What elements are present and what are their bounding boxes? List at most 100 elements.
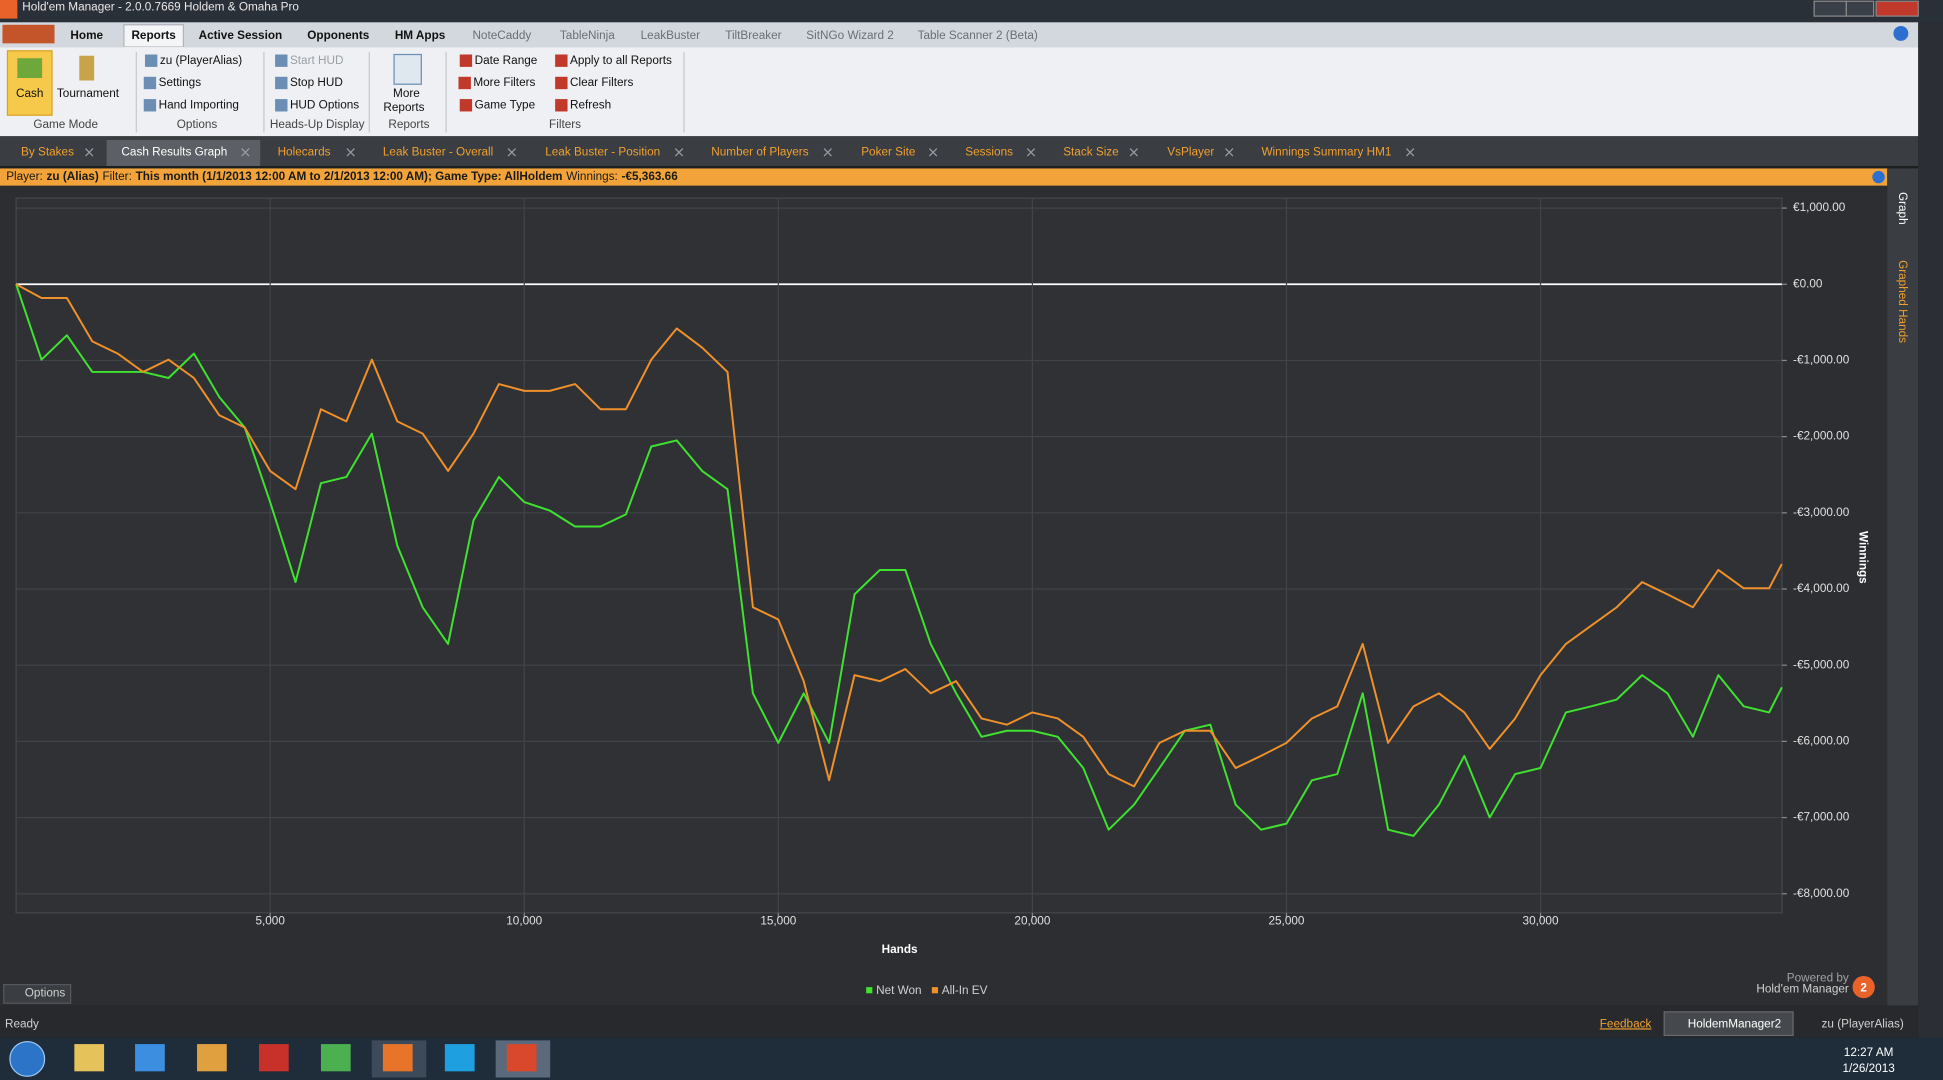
tab-close[interactable]: [674, 148, 684, 157]
y-tick-label: -€4,000.00: [1793, 582, 1850, 595]
hm2-icon[interactable]: [506, 1044, 537, 1072]
ribbon-item[interactable]: Settings: [159, 76, 202, 89]
filter-help-icon[interactable]: [1872, 170, 1885, 184]
filter-bar: [0, 168, 1888, 186]
explorer-icon[interactable]: [74, 1044, 105, 1072]
document-tab[interactable]: Poker Site: [861, 145, 916, 158]
media-icon[interactable]: [197, 1044, 227, 1072]
ribbon-tab[interactable]: Home: [70, 29, 103, 42]
tab-close[interactable]: [1129, 148, 1138, 157]
x-tick-label: 10,000: [506, 915, 542, 928]
ribbon-group-label: Filters: [549, 118, 581, 131]
tab-close[interactable]: [241, 148, 250, 157]
ribbon-tab[interactable]: HM Apps: [395, 29, 446, 42]
window-title: Hold'em Manager - 2.0.0.7669 Holdem & Om…: [22, 1, 299, 14]
ribbon-item[interactable]: HUD Options: [290, 98, 359, 111]
legend-label[interactable]: Net Won: [876, 984, 922, 997]
ribbon-item[interactable]: Refresh: [570, 98, 611, 111]
side-tab[interactable]: Graph: [1896, 192, 1909, 225]
ribbon-item[interactable]: zu (PlayerAlias): [160, 54, 242, 67]
document-tab[interactable]: VsPlayer: [1167, 145, 1214, 158]
ribbon-item[interactable]: Clear Filters: [570, 76, 633, 89]
ribbon-item[interactable]: Reports: [383, 101, 424, 114]
side-tab[interactable]: Graphed Hands: [1896, 260, 1909, 343]
x-tick-label: 5,000: [255, 915, 285, 928]
ribbon-item[interactable]: Date Range: [475, 54, 538, 67]
tab-close[interactable]: [346, 148, 355, 157]
tab-close[interactable]: [507, 148, 516, 157]
help-icon[interactable]: [1893, 26, 1909, 41]
tab-close[interactable]: [1406, 148, 1415, 157]
minimize-button[interactable]: [1813, 0, 1847, 17]
ribbon-tab[interactable]: TiltBreaker: [725, 29, 781, 42]
powered-by: Powered by: [1787, 972, 1849, 985]
ribbon-item[interactable]: Cash: [16, 87, 43, 100]
document-tab[interactable]: Leak Buster - Overall: [383, 145, 493, 158]
app-icon: [0, 0, 18, 19]
tab-close[interactable]: [1225, 148, 1234, 157]
document-tab[interactable]: Sessions: [965, 145, 1013, 158]
document-tab[interactable]: Cash Results Graph: [121, 145, 227, 158]
side-panel: [1887, 168, 1919, 1006]
close-button[interactable]: [1875, 0, 1919, 17]
active-document-tab: [106, 139, 261, 166]
ribbon-tab[interactable]: Reports: [131, 29, 176, 42]
legend-label[interactable]: All-In EV: [942, 984, 988, 997]
ribbon-tab[interactable]: Opponents: [307, 29, 369, 42]
ribbon-tab[interactable]: SitNGo Wizard 2: [806, 29, 894, 42]
ribbon-item-icon: [459, 99, 473, 112]
app-menu-button[interactable]: [2, 24, 55, 44]
ribbon-tab[interactable]: LeakBuster: [641, 29, 701, 42]
firefox-icon[interactable]: [382, 1044, 413, 1072]
tab-close[interactable]: [928, 148, 938, 157]
y-tick-label: -€5,000.00: [1793, 658, 1850, 671]
ribbon-item[interactable]: More Filters: [473, 76, 535, 89]
document-tab[interactable]: Holecards: [278, 145, 331, 158]
feedback-link[interactable]: Feedback: [1600, 1017, 1652, 1030]
ribbon-item-icon: [555, 76, 568, 90]
ribbon-item-icon: [275, 54, 288, 67]
ribbon-tab[interactable]: NoteCaddy: [472, 29, 531, 42]
x-tick-label: 25,000: [1268, 915, 1304, 928]
ribbon-item-icon: [459, 54, 473, 67]
filter-segment: This month (1/1/2013 12:00 AM to 2/1/201…: [136, 170, 563, 183]
tab-close[interactable]: [1026, 148, 1036, 157]
filter-text: Player: zu (Alias) Filter: This month (1/1/…: [6, 170, 678, 183]
ribbon-tab[interactable]: Active Session: [199, 29, 283, 42]
options-button[interactable]: [3, 984, 72, 1004]
ie-icon[interactable]: [135, 1044, 165, 1072]
document-tab[interactable]: Number of Players: [711, 145, 808, 158]
ribbon-item-icon: [275, 76, 288, 90]
filter-segment: zu (Alias): [47, 170, 99, 183]
document-tab[interactable]: By Stakes: [21, 145, 74, 158]
clock-time: 12:27 AM: [1844, 1046, 1894, 1059]
ribbon-item[interactable]: Hand Importing: [159, 98, 239, 111]
player-status[interactable]: zu (PlayerAlias): [1822, 1017, 1904, 1030]
start-button[interactable]: [9, 1040, 46, 1077]
document-tab[interactable]: Winnings Summary HM1: [1261, 145, 1391, 158]
legend-swatch: [866, 987, 873, 994]
maximize-button[interactable]: [1845, 0, 1875, 17]
brand-name: Hold'em Manager: [1756, 983, 1848, 996]
ribbon-tab[interactable]: Table Scanner 2 (Beta): [918, 29, 1038, 42]
options-label[interactable]: Options: [25, 986, 66, 999]
window-status-tab[interactable]: [1663, 1011, 1794, 1037]
ribbon-item[interactable]: More: [393, 87, 420, 100]
tab-close[interactable]: [85, 148, 94, 157]
ribbon-tab[interactable]: TableNinja: [560, 29, 615, 42]
skype-icon[interactable]: [444, 1044, 475, 1072]
ribbon-group-label: Heads-Up Display: [270, 118, 365, 131]
ribbon-item[interactable]: Tournament: [57, 87, 120, 100]
ribbon-item[interactable]: Stop HUD: [290, 76, 343, 89]
tab-close[interactable]: [823, 148, 832, 157]
poker-icon[interactable]: [258, 1044, 289, 1072]
y-axis-label: Winnings: [1856, 531, 1869, 584]
ribbon-item[interactable]: Start HUD: [290, 54, 344, 67]
window-status[interactable]: HoldemManager2: [1688, 1017, 1781, 1030]
tournament-icon: [79, 55, 95, 81]
document-tab[interactable]: Stack Size: [1063, 145, 1119, 158]
ribbon-item[interactable]: Apply to all Reports: [570, 54, 672, 67]
chrome-icon[interactable]: [320, 1044, 351, 1072]
ribbon-item[interactable]: Game Type: [475, 98, 536, 111]
document-tab[interactable]: Leak Buster - Position: [545, 145, 660, 158]
